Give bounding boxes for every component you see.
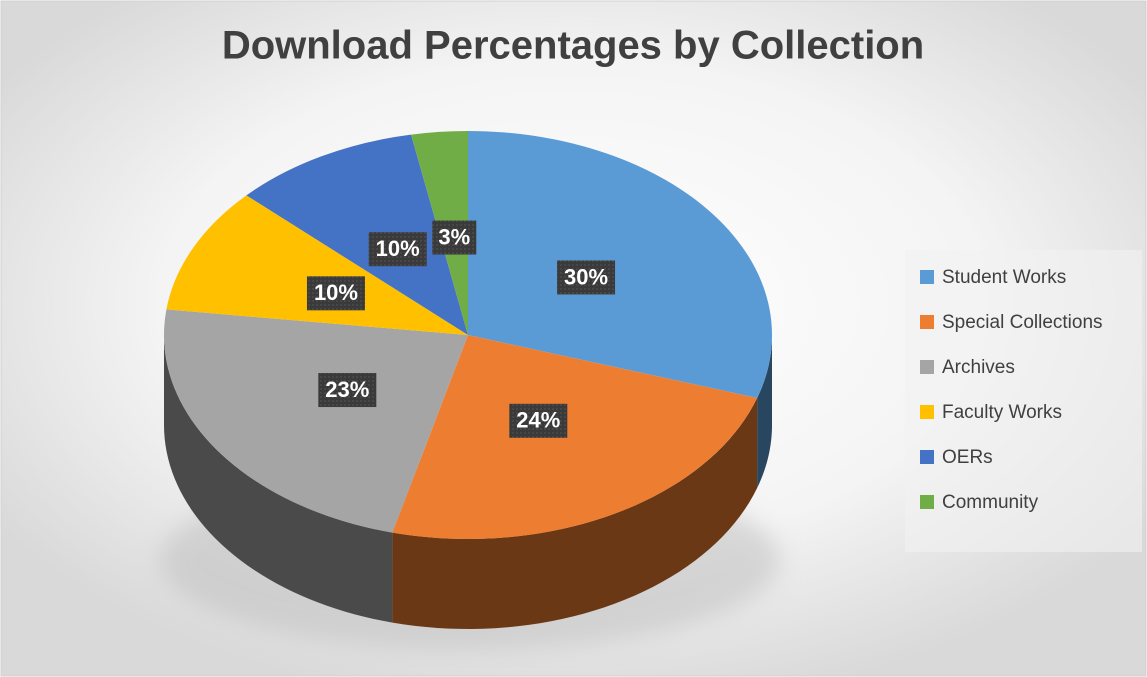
label-box	[557, 260, 616, 295]
pie-slice	[468, 131, 772, 399]
legend-label: Community	[942, 492, 1039, 513]
legend-label: Faculty Works	[942, 402, 1062, 423]
data-label: 10%	[314, 280, 358, 305]
legend-swatch	[920, 495, 934, 509]
legend-swatch	[920, 315, 934, 329]
pie-slice	[164, 309, 469, 533]
data-label: 23%	[325, 377, 369, 402]
legend-swatch	[920, 270, 934, 284]
pie-slice	[392, 335, 758, 539]
legend-label: Student Works	[942, 267, 1066, 288]
legend-swatch	[920, 405, 934, 419]
pie-side	[164, 335, 393, 623]
legend-swatch	[920, 360, 934, 374]
label-box	[509, 403, 568, 438]
chart-title: Download Percentages by Collection	[222, 24, 924, 68]
pie-side	[392, 398, 758, 629]
legend-label: Archives	[942, 357, 1015, 378]
legend-swatch	[920, 450, 934, 464]
data-label: 30%	[564, 264, 608, 289]
data-label: 10%	[376, 236, 420, 261]
pie-slice	[246, 134, 468, 335]
label-box	[306, 276, 365, 311]
label-box	[368, 232, 427, 267]
label-box	[432, 220, 477, 255]
legend-box	[905, 250, 1142, 552]
pie-side	[757, 335, 772, 489]
legend-label: OERs	[942, 447, 993, 468]
legend-label: Special Collections	[942, 312, 1103, 333]
pie-slice	[166, 195, 468, 335]
data-label: 3%	[438, 224, 470, 249]
data-label: 24%	[516, 408, 560, 433]
label-box	[318, 373, 377, 408]
